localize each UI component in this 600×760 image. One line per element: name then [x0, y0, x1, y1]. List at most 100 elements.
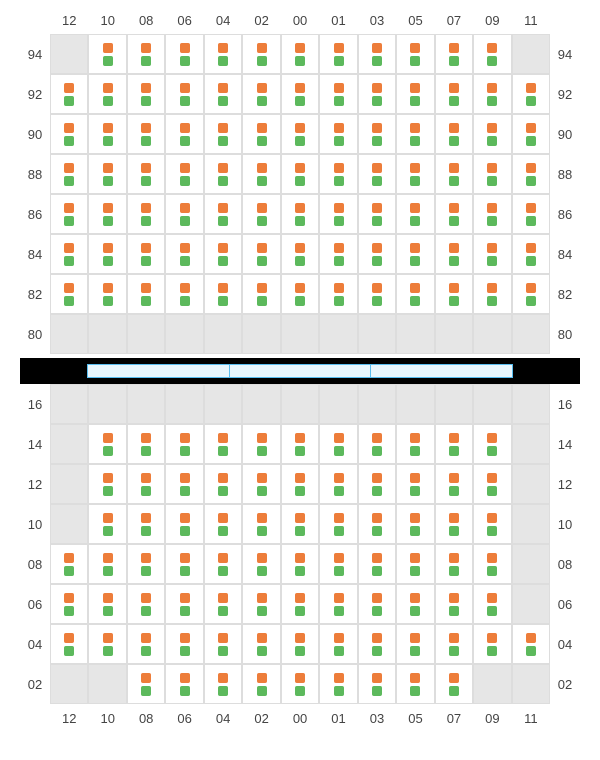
rack-row: 8282: [20, 274, 580, 314]
rack-cell: [281, 664, 319, 704]
slot-indicator-bottom: [449, 526, 459, 536]
rack-cell: [319, 154, 357, 194]
rack-cell: [204, 154, 242, 194]
slot-indicator-top: [334, 553, 344, 563]
slot-indicator-bottom: [180, 646, 190, 656]
rack-cell: [127, 464, 165, 504]
col-label: 09: [473, 711, 511, 726]
rack-cell: [204, 74, 242, 114]
rack-cell: [435, 194, 473, 234]
slot-indicator-bottom: [334, 136, 344, 146]
rack-cell: [50, 274, 88, 314]
rack-cell: [50, 314, 88, 354]
slot-indicator-top: [449, 433, 459, 443]
slot-indicator-top: [103, 473, 113, 483]
slot-indicator-top: [449, 203, 459, 213]
rack-cell: [319, 664, 357, 704]
rack-cell: [165, 624, 203, 664]
rack-cell: [165, 234, 203, 274]
rack-cell: [127, 544, 165, 584]
rack-cell: [204, 234, 242, 274]
slot-indicator-top: [180, 673, 190, 683]
slot-indicator-top: [372, 553, 382, 563]
rack-cell: [358, 74, 396, 114]
row-label: 92: [550, 74, 580, 114]
rack-row: 1010: [20, 504, 580, 544]
rack-cell: [204, 584, 242, 624]
slot-indicator-bottom: [141, 566, 151, 576]
col-label: 03: [358, 711, 396, 726]
slot-indicator-bottom: [218, 176, 228, 186]
slot-indicator-top: [103, 593, 113, 603]
slot-indicator-top: [334, 203, 344, 213]
slot-indicator-bottom: [295, 646, 305, 656]
rack-cell: [50, 424, 88, 464]
slot-indicator-top: [449, 243, 459, 253]
slot-indicator-top: [487, 633, 497, 643]
slot-indicator-top: [526, 283, 536, 293]
slot-indicator-bottom: [526, 176, 536, 186]
row-label: 06: [550, 584, 580, 624]
slot-indicator-top: [334, 513, 344, 523]
slot-indicator-top: [410, 83, 420, 93]
rack-cell: [281, 34, 319, 74]
slot-indicator-bottom: [141, 446, 151, 456]
slot-indicator-bottom: [64, 136, 74, 146]
rack-cell: [435, 584, 473, 624]
slot-indicator-top: [64, 553, 74, 563]
slot-indicator-top: [487, 553, 497, 563]
slot-indicator-bottom: [64, 216, 74, 226]
slot-indicator-top: [372, 123, 382, 133]
slot-indicator-top: [103, 433, 113, 443]
slot-indicator-top: [64, 203, 74, 213]
slot-indicator-top: [141, 433, 151, 443]
rack-cell: [165, 504, 203, 544]
row-label: 14: [550, 424, 580, 464]
slot-indicator-top: [257, 433, 267, 443]
row-label: 16: [20, 384, 50, 424]
slot-indicator-top: [372, 243, 382, 253]
row-label: 10: [20, 504, 50, 544]
slot-indicator-top: [410, 163, 420, 173]
row-label: 12: [20, 464, 50, 504]
rack-cell: [242, 114, 280, 154]
slot-indicator-bottom: [295, 566, 305, 576]
slot-indicator-bottom: [487, 256, 497, 266]
slot-indicator-bottom: [103, 136, 113, 146]
rack-cell: [512, 274, 550, 314]
rack-cell: [165, 274, 203, 314]
col-label: 07: [435, 711, 473, 726]
slot-indicator-bottom: [334, 216, 344, 226]
slot-indicator-bottom: [410, 256, 420, 266]
divider-bar: [87, 364, 230, 378]
col-label: 06: [165, 13, 203, 28]
rack-cell: [473, 194, 511, 234]
slot-indicator-top: [141, 203, 151, 213]
rack-cell: [165, 194, 203, 234]
rack-cell: [281, 504, 319, 544]
rack-cell: [396, 194, 434, 234]
slot-indicator-top: [410, 123, 420, 133]
rack-cell: [358, 624, 396, 664]
rack-cell: [396, 114, 434, 154]
slot-indicator-bottom: [410, 96, 420, 106]
slot-indicator-bottom: [218, 526, 228, 536]
slot-indicator-bottom: [449, 446, 459, 456]
rack-cell: [435, 464, 473, 504]
slot-indicator-bottom: [141, 526, 151, 536]
rack-cell: [358, 584, 396, 624]
rack-row: 8484: [20, 234, 580, 274]
slot-indicator-bottom: [257, 136, 267, 146]
rack-cell: [512, 424, 550, 464]
rack-cell: [204, 114, 242, 154]
slot-indicator-top: [334, 163, 344, 173]
rack-cell: [127, 194, 165, 234]
slot-indicator-bottom: [257, 296, 267, 306]
row-label: 90: [20, 114, 50, 154]
rack-cell: [358, 424, 396, 464]
rack-cell: [281, 154, 319, 194]
rack-cell: [358, 464, 396, 504]
slot-indicator-top: [372, 43, 382, 53]
slot-indicator-bottom: [372, 686, 382, 696]
slot-indicator-top: [526, 633, 536, 643]
